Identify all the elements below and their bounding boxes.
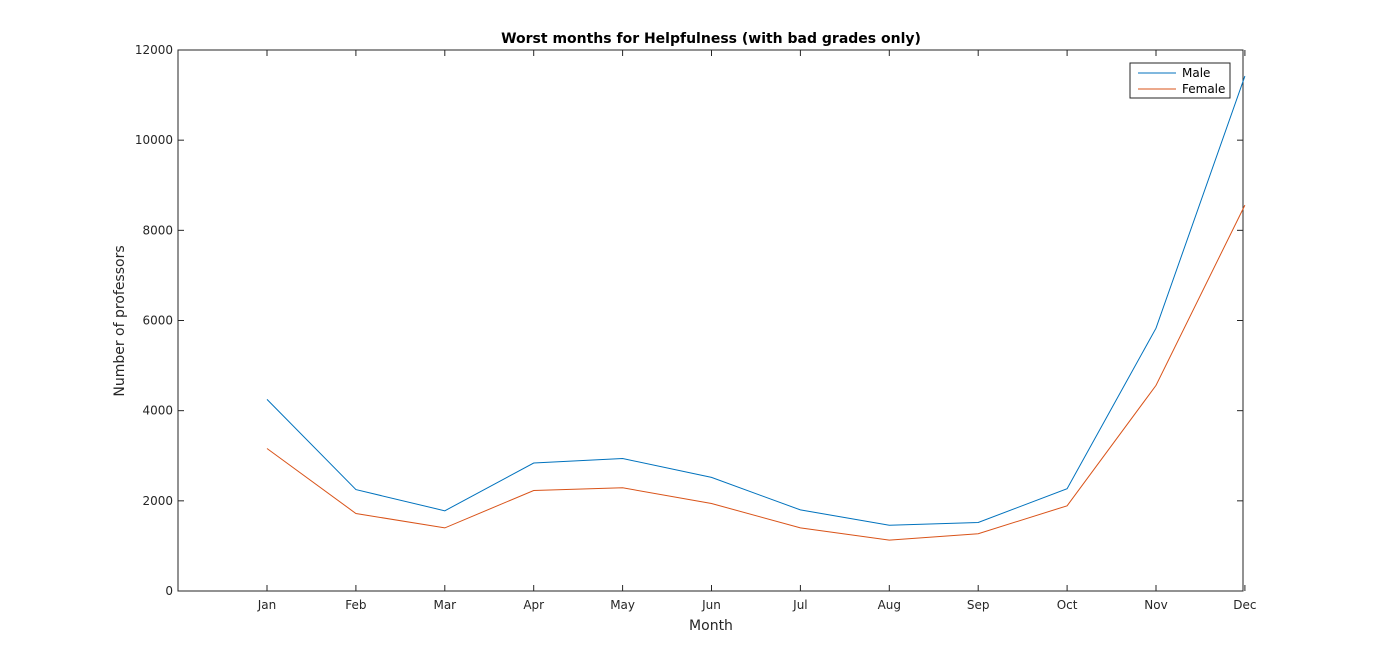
- plot-area: 0 2000 4000 6000 8000 10000 12000 Jan Feb Mar Apr M…: [135, 43, 1257, 612]
- legend-box: [1129, 62, 1231, 99]
- axes-box: [177, 49, 1244, 592]
- y-tick-label: 6000: [142, 314, 173, 328]
- y-axis-label: Number of professors: [112, 245, 128, 396]
- x-tick-label: Dec: [1233, 598, 1256, 612]
- y-tick-label: 10000: [135, 133, 173, 147]
- x-tick-label: Apr: [523, 598, 544, 612]
- x-tick-label: Jun: [701, 598, 721, 612]
- x-tick-label: Jan: [257, 598, 277, 612]
- y-tick-label: 8000: [142, 223, 173, 237]
- x-tick-label: Feb: [345, 598, 366, 612]
- chart-title: Worst months for Helpfulness (with bad g…: [501, 31, 921, 47]
- x-axis-label: Month: [689, 618, 733, 634]
- legend-label-male: Male: [1182, 66, 1210, 80]
- x-tick-label: Nov: [1144, 598, 1167, 612]
- x-tick-label: Jul: [792, 598, 807, 612]
- y-tick-label: 4000: [142, 404, 173, 418]
- x-tick-label: May: [610, 598, 635, 612]
- legend-label-female: Female: [1182, 82, 1225, 96]
- legend: Male Female: [1129, 62, 1231, 99]
- x-tick-label: Mar: [433, 598, 456, 612]
- x-tick-label: Oct: [1057, 598, 1078, 612]
- y-tick-label: 0: [165, 584, 173, 598]
- series-line-male: [266, 75, 1246, 526]
- y-tick-label: 12000: [135, 43, 173, 57]
- x-tick-label: Aug: [878, 598, 901, 612]
- y-tick-label: 2000: [142, 494, 173, 508]
- x-tick-label: Sep: [967, 598, 990, 612]
- series-line-female: [266, 204, 1246, 541]
